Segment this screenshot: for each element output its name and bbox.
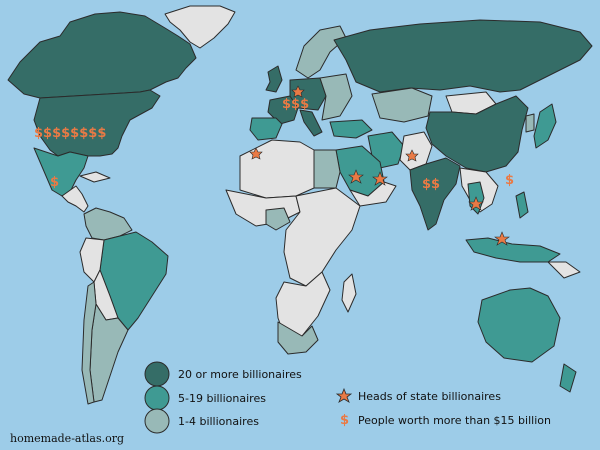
legend-tier2-swatch	[144, 385, 170, 411]
india	[409, 157, 461, 231]
new-guinea	[547, 261, 581, 279]
star-marker	[249, 147, 263, 160]
australia	[477, 287, 561, 363]
legend-heads-label: Heads of state billionaires	[358, 390, 501, 403]
korea	[525, 113, 535, 133]
united-kingdom	[265, 65, 283, 93]
central-america	[61, 185, 89, 213]
spain	[249, 117, 283, 141]
mexico-dollar-marker: $	[50, 175, 59, 190]
philippines	[515, 191, 529, 219]
new-zealand	[559, 363, 577, 393]
star-marker	[291, 85, 305, 98]
cuba	[79, 171, 111, 183]
japan	[533, 103, 557, 149]
legend-tier2-label: 5-19 billionaires	[178, 392, 266, 405]
italy	[299, 109, 323, 137]
greenland	[164, 5, 236, 49]
venezuela-colombia	[83, 207, 133, 241]
mexico	[33, 147, 89, 197]
credit-text: homemade-atlas.org	[10, 432, 124, 445]
star-marker	[372, 171, 388, 186]
china	[425, 95, 529, 173]
usa	[33, 89, 161, 157]
legend-tier3-swatch	[144, 408, 170, 434]
legend-star-icon	[335, 387, 353, 403]
kazakhstan	[371, 87, 433, 123]
legend-dollar-icon: $	[340, 413, 349, 428]
nigeria	[265, 207, 291, 231]
star-marker	[468, 196, 484, 211]
usa-dollar-markers: $$$$$$$$	[34, 126, 106, 141]
russia	[333, 19, 593, 93]
legend-tier1-label: 20 or more billionaires	[178, 368, 302, 381]
chile	[81, 281, 97, 405]
heads-of-state-stars	[249, 85, 510, 246]
madagascar	[341, 273, 357, 313]
eastern-europe	[319, 73, 353, 121]
europe-dollar-markers: $$$	[282, 97, 309, 112]
southern-africa	[275, 271, 331, 341]
legend-tier1-swatch	[144, 361, 170, 387]
star-marker	[494, 231, 510, 246]
legend-rich-label: People worth more than $15 billion	[358, 414, 551, 427]
turkey	[329, 119, 373, 139]
star-marker	[348, 169, 364, 184]
star-marker	[405, 149, 419, 162]
legend: 20 or more billionaires 5-19 billionaire…	[144, 361, 551, 434]
south-africa	[277, 321, 319, 355]
hongkong-dollar-marker: $	[505, 173, 514, 188]
india-dollar-markers: $$	[422, 177, 440, 192]
legend-tier3-label: 1-4 billionaires	[178, 415, 259, 428]
egypt	[313, 149, 341, 189]
